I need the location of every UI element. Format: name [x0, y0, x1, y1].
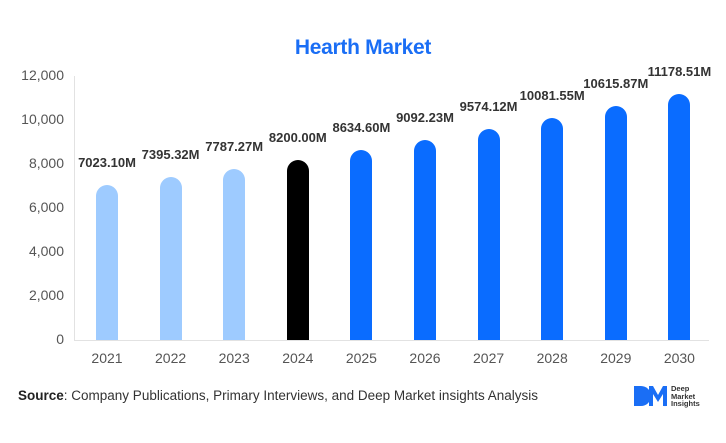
dm-logo-icon — [634, 385, 668, 407]
y-tick-label: 6,000 — [28, 199, 64, 215]
bar-2030 — [668, 94, 691, 340]
y-tick-label: 12,000 — [21, 67, 64, 83]
bar-2029 — [604, 106, 627, 340]
bar-2023 — [223, 168, 246, 340]
bar-2021 — [96, 185, 118, 340]
x-tick-label: 2028 — [536, 350, 568, 366]
data-label: 10615.87M — [583, 76, 649, 92]
bar-2027 — [477, 129, 500, 340]
bar-chart: 0 2,000 4,000 6,000 8,000 10,000 12,000 7023.10… — [21, 64, 712, 366]
company-logo: Deep Market Insights — [634, 385, 700, 408]
data-label: 7395.32M — [141, 147, 200, 163]
x-tick-label: 2025 — [345, 350, 377, 366]
data-label: 8634.60M — [332, 120, 391, 136]
x-axis-line — [74, 340, 709, 341]
x-tick-label: 2030 — [663, 350, 695, 366]
data-label: 10081.55M — [519, 88, 585, 104]
data-label: 8200.00M — [268, 129, 327, 145]
bar-2022 — [159, 177, 182, 340]
y-axis-line — [74, 76, 75, 340]
x-tick-label: 2023 — [218, 350, 250, 366]
data-label: 11178.51M — [647, 64, 712, 80]
x-tick-label: 2021 — [91, 350, 123, 366]
source-text: : Company Publications, Primary Intervie… — [63, 388, 538, 403]
x-tick-label: 2027 — [473, 350, 505, 366]
source-label: Source — [18, 388, 64, 403]
data-label: 9574.12M — [459, 99, 518, 115]
logo-text: Deep Market Insights — [671, 384, 700, 408]
chart-title: Hearth Market — [294, 36, 432, 59]
y-tick-label: 10,000 — [21, 111, 64, 127]
data-label: 7787.27M — [205, 138, 264, 154]
x-tick-label: 2024 — [282, 350, 314, 366]
y-tick-label: 8,000 — [28, 155, 64, 171]
bar-2024 — [286, 159, 309, 340]
source-note: Source: Company Publications, Primary In… — [18, 388, 538, 403]
bar-2026 — [414, 139, 436, 340]
x-tick-label: 2029 — [600, 350, 632, 366]
x-tick-label: 2026 — [409, 350, 441, 366]
x-tick-label: 2022 — [155, 350, 187, 366]
data-label: 9092.23M — [396, 109, 454, 125]
bar-2028 — [541, 118, 564, 340]
data-label: 7023.10M — [78, 155, 136, 171]
y-tick-label: 0 — [56, 331, 64, 347]
bar-2025 — [350, 150, 373, 340]
y-tick-label: 2,000 — [28, 287, 64, 303]
y-tick-label: 4,000 — [28, 243, 64, 259]
